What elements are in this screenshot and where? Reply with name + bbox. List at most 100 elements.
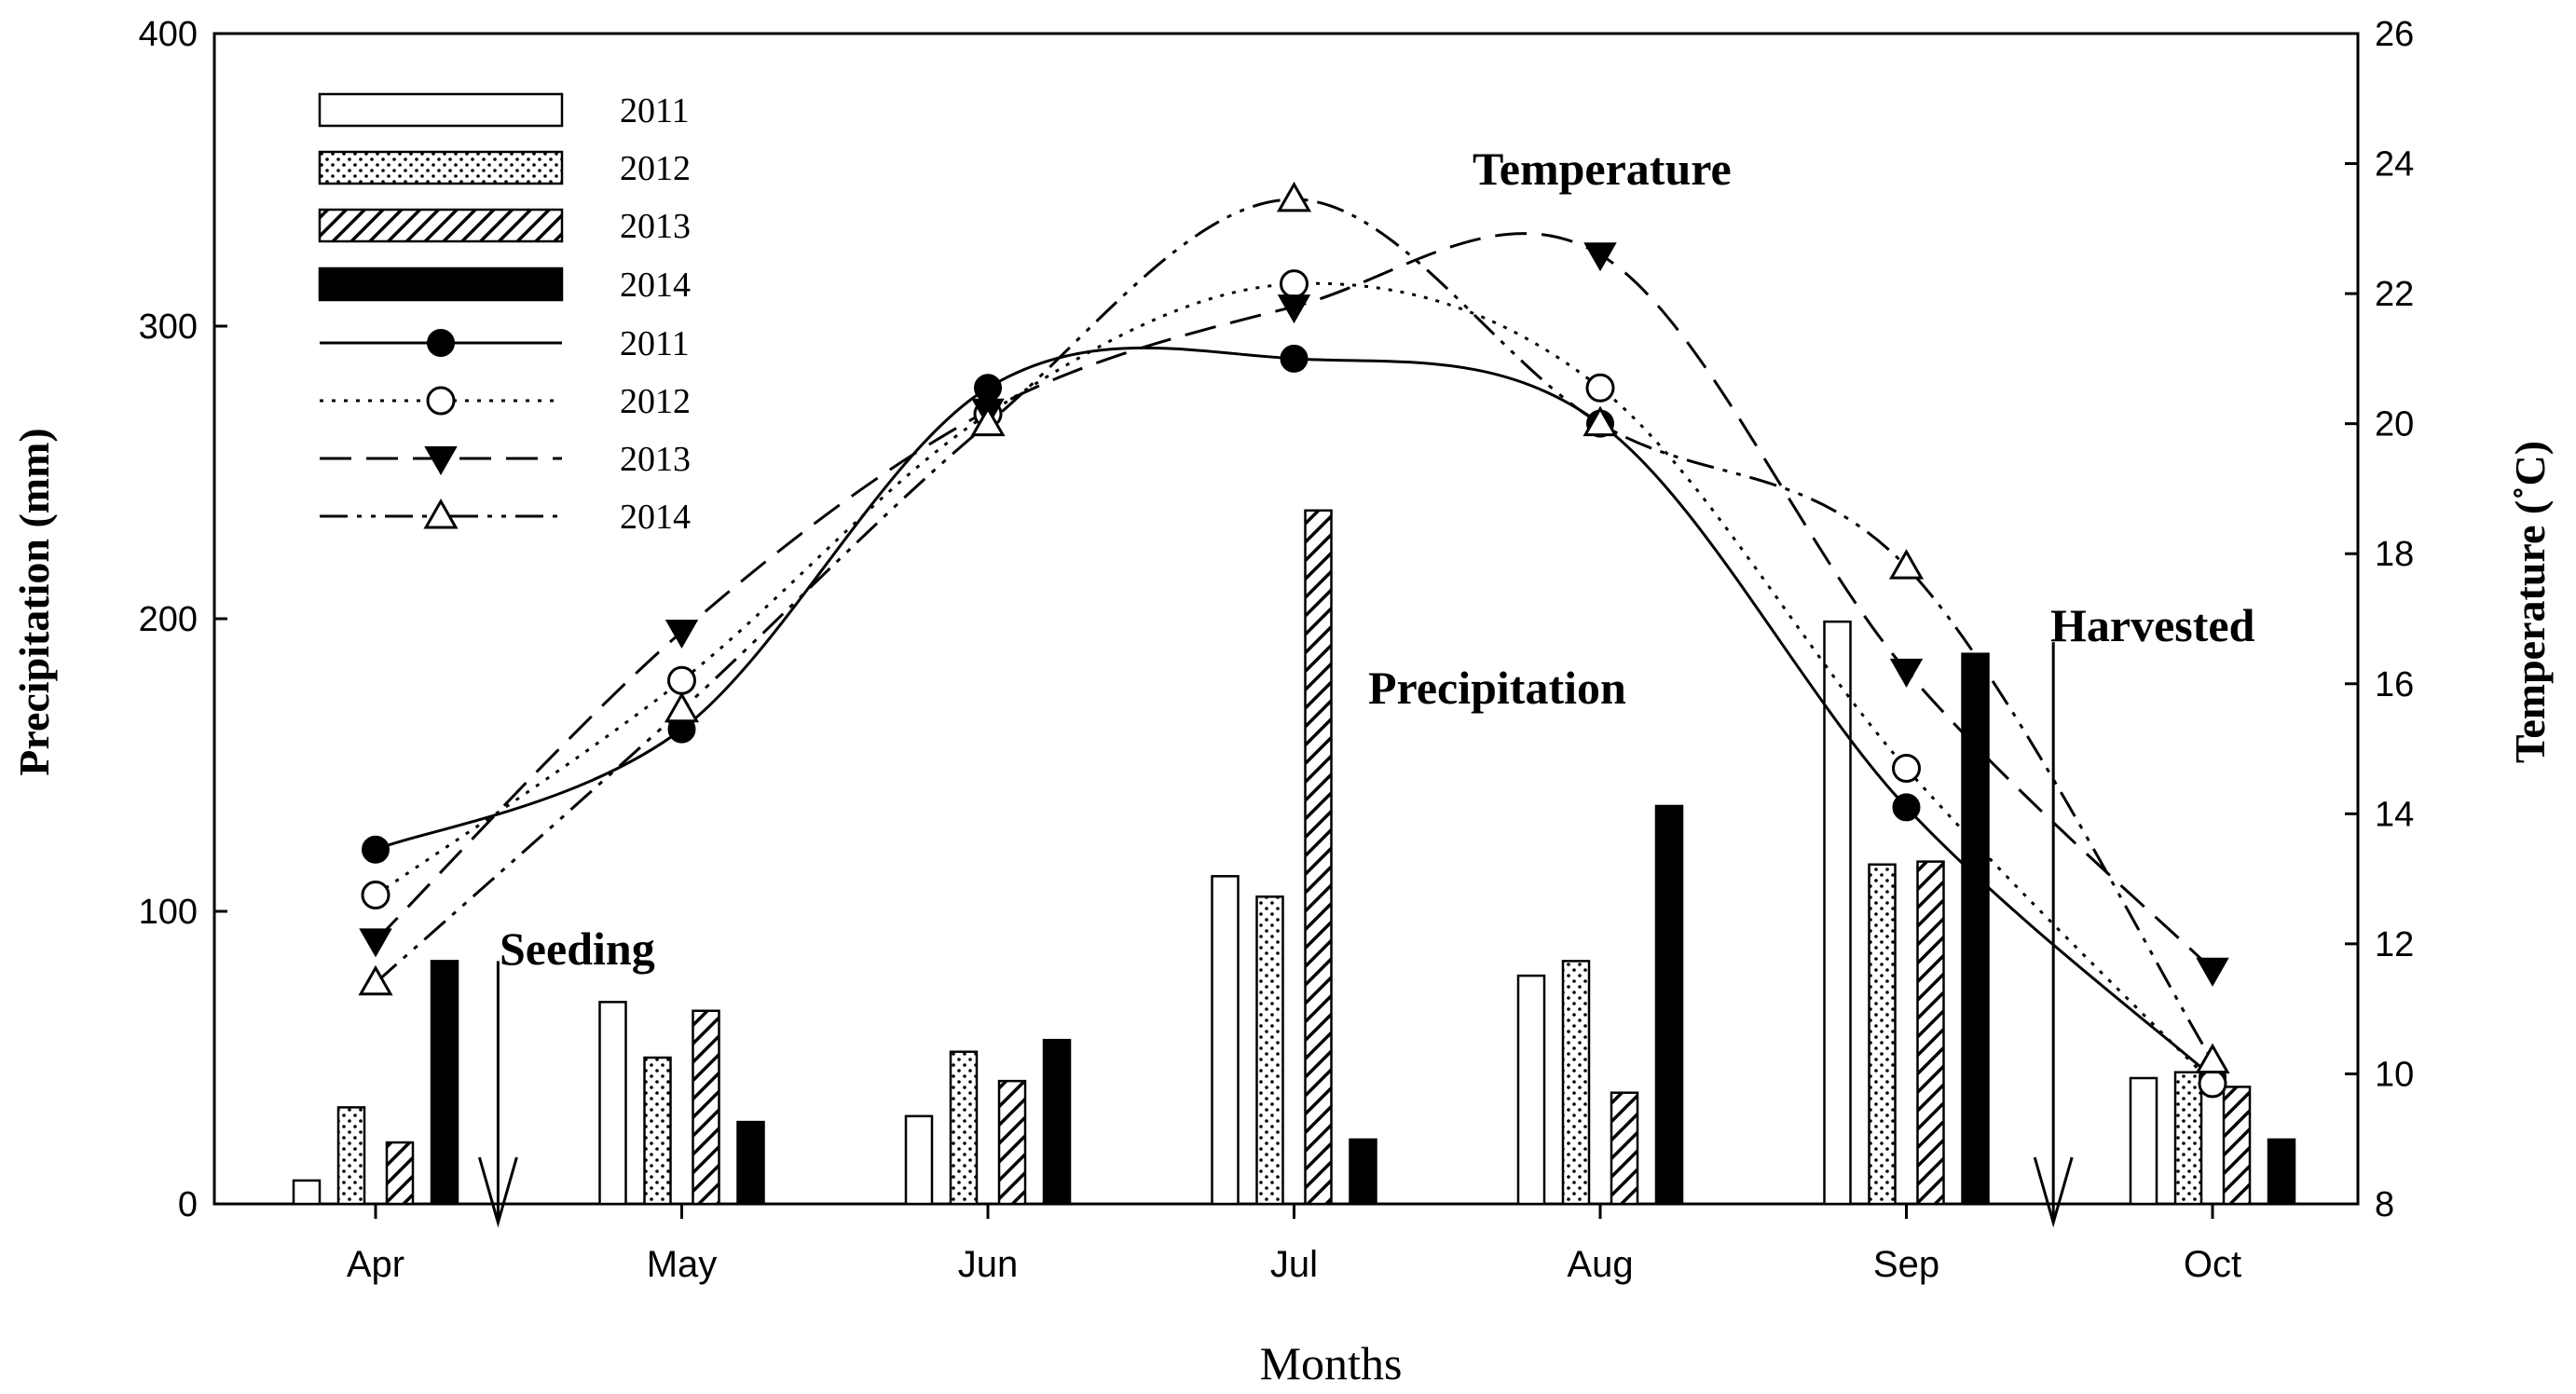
temp-point-2013-apr <box>359 928 392 958</box>
legend-label-precip-2013: 2013 <box>620 207 691 246</box>
y-axis-title: Precipitation (mm) <box>10 428 58 775</box>
temp-point-2013-oct <box>2196 957 2229 987</box>
precip-bar-2011-may <box>598 1001 627 1206</box>
temp-point-2012-may <box>667 665 696 695</box>
temp-point-2014-sep <box>1888 549 1925 580</box>
legend: 2011 2012 2013 2014 2011 2012 2013 2014 <box>318 91 691 537</box>
legend-swatch-precip-2012 <box>318 150 564 185</box>
y2-tick-label: 16 <box>2375 665 2414 704</box>
precip-bar-2013-oct <box>2222 1086 2252 1206</box>
y-tick-label: 300 <box>139 308 198 347</box>
temp-point-2014-aug <box>1583 405 1618 437</box>
precip-bar-2012-aug <box>1561 960 1591 1206</box>
y-axis-right: 8 10 12 14 16 18 20 22 24 26 <box>2345 15 2414 1224</box>
y2-tick-label: 22 <box>2375 275 2414 314</box>
precip-bar-2013-apr <box>385 1141 415 1206</box>
temp-point-2014-apr <box>358 964 393 996</box>
y2-tick-label: 24 <box>2375 145 2414 184</box>
temp-point-2011-sep <box>1892 793 1921 822</box>
annotation-temperature: Temperature <box>1473 143 1732 195</box>
temp-point-2013-sep <box>1889 658 1924 688</box>
y2-tick-label: 18 <box>2375 535 2414 574</box>
legend-label-precip-2012: 2012 <box>620 149 691 188</box>
precip-bar-2011-oct <box>2129 1076 2158 1206</box>
temp-point-2012-sep <box>1892 753 1921 783</box>
y-tick-label: 200 <box>139 600 198 639</box>
temp-point-2011-apr <box>362 835 390 864</box>
y-axis-left: 0 100 200 300 400 <box>139 15 227 1224</box>
precip-bar-2013-may <box>692 1009 720 1206</box>
x-tick-label: May <box>647 1244 718 1285</box>
precip-bar-2011-jun <box>904 1114 934 1206</box>
precip-bar-2012-apr <box>336 1106 366 1206</box>
precip-bar-2013-sep <box>1916 860 1945 1206</box>
precip-bar-2011-apr <box>292 1179 322 1206</box>
temp-point-2012-jul <box>1280 269 1309 299</box>
temp-point-2014-oct <box>2195 1043 2230 1073</box>
precip-bar-2012-oct <box>2173 1071 2203 1206</box>
legend-swatch-precip-2011 <box>318 92 564 128</box>
x-tick-label: Sep <box>1873 1244 1939 1285</box>
temp-point-2012-apr <box>361 881 391 910</box>
temp-point-2012-oct <box>2198 1069 2227 1099</box>
precip-bar-2012-jun <box>949 1050 979 1206</box>
precip-bar-2011-aug <box>1516 974 1546 1206</box>
precip-bar-2011-sep <box>1823 620 1852 1206</box>
seeding-arrow-head <box>477 1156 518 1228</box>
temp-point-2011-jul <box>1280 344 1309 373</box>
precipitation-bars <box>292 509 2296 1206</box>
legend-marker-temp-2013 <box>424 446 458 476</box>
y2-tick-label: 10 <box>2375 1055 2414 1094</box>
temp-point-2014-jul <box>1276 181 1312 212</box>
legend-marker-temp-2012 <box>426 386 456 416</box>
precip-bar-2012-sep <box>1868 863 1897 1206</box>
x-tick-label: Apr <box>347 1244 404 1285</box>
precip-bar-2014-jun <box>1042 1038 1072 1206</box>
temp-point-2011-jun <box>974 374 1002 403</box>
y-tick-label: 400 <box>139 15 198 54</box>
precip-bar-2013-jul <box>1304 509 1333 1206</box>
legend-label-temp-2013: 2013 <box>620 440 691 479</box>
temperature-markers <box>358 181 2230 1099</box>
annotation-precipitation: Precipitation <box>1368 662 1626 714</box>
y2-tick-label: 12 <box>2375 925 2414 964</box>
precip-bar-2012-jul <box>1255 895 1284 1206</box>
y2-axis-title: Temperature (˚C) <box>2506 441 2554 763</box>
legend-swatch-precip-2014 <box>318 266 564 302</box>
precip-bar-2012-may <box>643 1056 672 1206</box>
x-tick-label: Aug <box>1567 1244 1633 1285</box>
x-tick-label: Oct <box>2184 1244 2241 1285</box>
x-axis: Apr May Jun Jul Aug Sep Oct <box>347 1204 2241 1285</box>
legend-label-temp-2014: 2014 <box>620 498 691 537</box>
temp-point-2013-may <box>665 619 699 649</box>
y2-tick-label: 8 <box>2375 1185 2394 1224</box>
temp-point-2013-aug <box>1583 242 1617 272</box>
precip-bar-2014-may <box>736 1120 765 1206</box>
y-tick-label: 100 <box>139 893 198 932</box>
y2-tick-label: 14 <box>2375 795 2414 834</box>
precip-bar-2011-jul <box>1211 875 1240 1206</box>
annotation-seeding: Seeding <box>500 922 655 975</box>
precip-bar-2013-jun <box>997 1079 1027 1206</box>
legend-label-precip-2014: 2014 <box>620 266 691 305</box>
precip-bar-2014-oct <box>2267 1138 2296 1206</box>
temp-point-2013-jul <box>1277 294 1311 324</box>
y-tick-label: 0 <box>178 1185 198 1224</box>
precip-bar-2013-aug <box>1610 1091 1639 1206</box>
temp-point-2014-may <box>664 691 700 723</box>
temp-point-2012-aug <box>1585 373 1615 403</box>
legend-swatch-precip-2013 <box>318 208 564 243</box>
legend-label-precip-2011: 2011 <box>620 91 690 130</box>
legend-label-temp-2011: 2011 <box>620 324 690 363</box>
precip-bar-2014-aug <box>1654 804 1684 1206</box>
temp-point-2014-jun <box>970 405 1006 437</box>
y2-tick-label: 20 <box>2375 405 2414 444</box>
x-axis-title: Months <box>1260 1337 1403 1389</box>
annotation-harvested: Harvested <box>2050 599 2255 651</box>
precip-bar-2014-jul <box>1349 1138 1377 1206</box>
y2-tick-label: 26 <box>2375 15 2414 54</box>
legend-marker-temp-2011 <box>427 329 455 357</box>
legend-marker-temp-2014 <box>423 498 459 529</box>
legend-label-temp-2012: 2012 <box>620 382 691 421</box>
